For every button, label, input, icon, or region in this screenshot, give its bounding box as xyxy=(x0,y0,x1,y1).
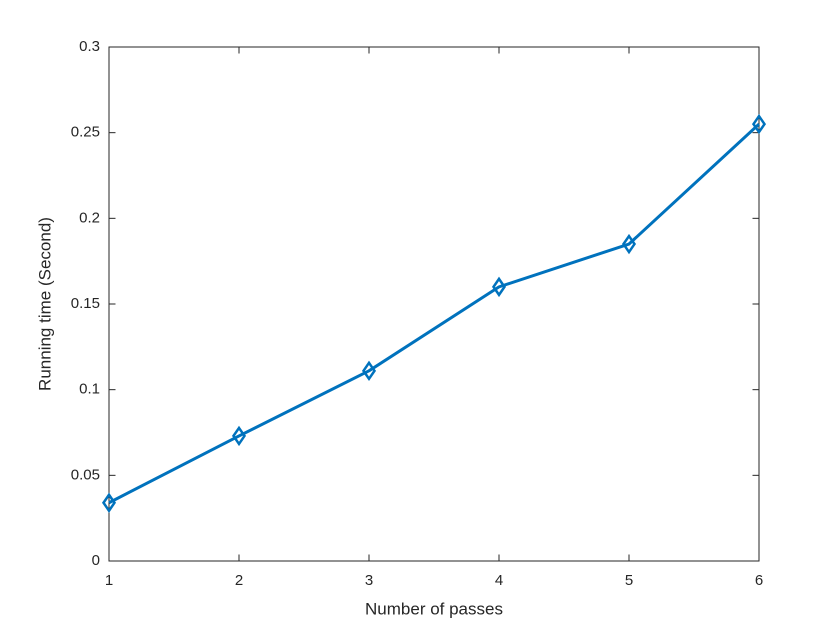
x-axis-label: Number of passes xyxy=(365,599,503,618)
y-tick-label: 0.1 xyxy=(79,381,100,398)
x-tick-label: 6 xyxy=(755,572,763,589)
y-tick-label: 0.3 xyxy=(79,38,100,55)
x-tick-label: 4 xyxy=(495,572,503,589)
marker xyxy=(621,233,637,255)
y-tick-label: 0.15 xyxy=(71,295,100,312)
marker xyxy=(361,360,377,382)
x-tick-label: 1 xyxy=(105,572,113,589)
y-tick-label: 0.05 xyxy=(71,466,100,483)
x-tick-label: 2 xyxy=(235,572,243,589)
marker xyxy=(491,276,507,298)
y-tick-label: 0.2 xyxy=(79,209,100,226)
marker xyxy=(231,425,247,447)
line xyxy=(108,122,761,505)
y-tick-label: 0 xyxy=(92,552,100,569)
y-axis-label: Running time (Second) xyxy=(35,217,54,391)
plot-area xyxy=(108,46,760,562)
marker xyxy=(751,113,767,135)
x-tick-label: 3 xyxy=(365,572,373,589)
x-tick-label: 5 xyxy=(625,572,633,589)
marker xyxy=(101,492,117,513)
y-tick-label: 0.25 xyxy=(71,124,100,141)
